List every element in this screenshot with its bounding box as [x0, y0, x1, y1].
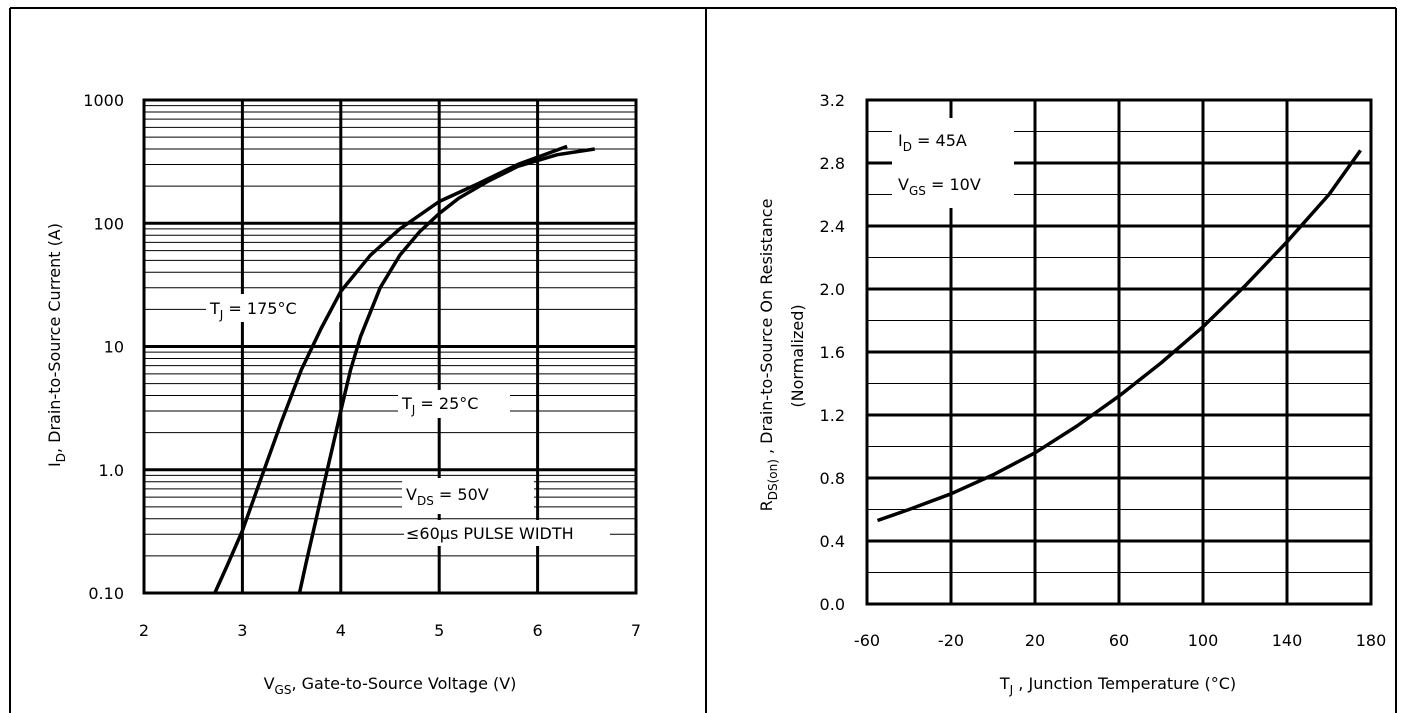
y-tick-label: 0.0 [820, 595, 845, 614]
x-tick-label: 2 [139, 621, 149, 640]
annotation-id-main: I [898, 131, 903, 150]
series-1-curve [297, 147, 595, 594]
x-tick-label: 140 [1272, 631, 1303, 650]
annotation-tj-25-rest: = 25°C [415, 394, 478, 413]
y-tick-label: 1.6 [820, 343, 845, 362]
y-axis-label-line2: (Normalized) [788, 304, 807, 407]
x-tick-label: 180 [1356, 631, 1387, 650]
annotation-tj-175: TJ = 175°C [209, 299, 297, 322]
y-axis-label-sub: DS(on) [766, 459, 780, 500]
x-tick-label: 5 [434, 621, 444, 640]
annotation-tj-25-main: T [401, 394, 412, 413]
y-axis-label-main: R [757, 500, 776, 511]
annotation-bg [206, 294, 340, 322]
series-0-curve [876, 149, 1362, 523]
annotation-pulse-width: ≤60µs PULSE WIDTH [406, 524, 574, 543]
annotation-vgs: VGS = 10V [898, 175, 981, 198]
annotation-vds-sub: DS [417, 494, 434, 508]
right-chart-normalized-on-resistance: -60 -20 20 60 100 140 180 0.0 0.4 0.8 1.2 1.6 2.0 2.4… [757, 91, 1386, 697]
x-tick-label: 3 [237, 621, 247, 640]
annotation-vgs-sub: GS [909, 184, 926, 198]
annotation-tj-25: TJ = 25°C [401, 394, 478, 417]
annotation-tj-175-rest: = 175°C [223, 299, 296, 318]
x-axis-label-rest: , Junction Temperature (°C) [1013, 674, 1236, 693]
y-tick-label: 0.4 [820, 532, 845, 551]
annotation-bg [402, 478, 534, 514]
annotation-vds: VDS = 50V [406, 485, 489, 508]
y-tick-label: 1000 [83, 91, 124, 110]
x-axis-label: TJ , Junction Temperature (°C) [999, 674, 1236, 697]
y-tick-label: 0.10 [88, 584, 124, 603]
annotation-tj-25-sub: J [411, 403, 416, 417]
annotation-vds-rest: = 50V [434, 485, 489, 504]
x-axis-label-sub: J [1009, 683, 1014, 697]
plot-border [142, 98, 638, 595]
series-0-curve [213, 144, 568, 594]
y-tick-label: 2.8 [820, 154, 845, 173]
x-axis-label-sub: GS [275, 683, 292, 697]
x-tick-label: 60 [1109, 631, 1129, 650]
annotation-vgs-rest: = 10V [926, 175, 981, 194]
x-tick-label: 100 [1188, 631, 1219, 650]
x-tick-label: -20 [938, 631, 964, 650]
x-axis-label: VGS, Gate-to-Source Voltage (V) [264, 674, 517, 697]
outer-frame [9, 7, 1397, 713]
y-tick-label: 2.0 [820, 280, 845, 299]
annotation-vgs-main: V [898, 175, 909, 194]
y-axis-label: RDS(on) , Drain-to-Source On Resistance [757, 199, 780, 512]
annotation-id-sub: D [903, 140, 912, 154]
annotation-bg [892, 118, 1014, 208]
x-tick-label: 20 [1025, 631, 1045, 650]
plot-border [865, 98, 1373, 606]
y-tick-label: 3.2 [820, 91, 845, 110]
annotation-tj-175-sub: J [219, 308, 224, 322]
annotation-id-rest: = 45A [912, 131, 967, 150]
x-tick-label: 7 [631, 621, 641, 640]
y-tick-label: 1.2 [820, 406, 845, 425]
y-tick-label: 2.4 [820, 217, 845, 236]
y-tick-label: 1.0 [99, 461, 124, 480]
y-axis-label-rest: , Drain-to-Source On Resistance [757, 199, 776, 460]
y-tick-label: 0.8 [820, 469, 845, 488]
y-tick-label: 100 [93, 214, 124, 233]
y-tick-label: 10 [104, 338, 124, 357]
y-axis-label-main: I [45, 462, 64, 467]
annotation-bg [398, 390, 510, 418]
annotation-bg [404, 520, 610, 546]
x-axis-label-rest: , Gate-to-Source Voltage (V) [291, 674, 516, 693]
x-tick-label: 6 [533, 621, 543, 640]
y-axis-label-rest: , Drain-to-Source Current (A) [45, 223, 64, 453]
y-axis-label: ID, Drain-to-Source Current (A) [45, 223, 68, 467]
annotation-vds-main: V [406, 485, 417, 504]
x-axis-label-main: T [999, 674, 1010, 693]
annotation-tj-175-main: T [209, 299, 220, 318]
annotation-id: ID = 45A [898, 131, 967, 154]
x-tick-label: 4 [336, 621, 346, 640]
x-tick-label: -60 [854, 631, 880, 650]
x-axis-label-main: V [264, 674, 275, 693]
y-axis-label-sub: D [54, 453, 68, 462]
